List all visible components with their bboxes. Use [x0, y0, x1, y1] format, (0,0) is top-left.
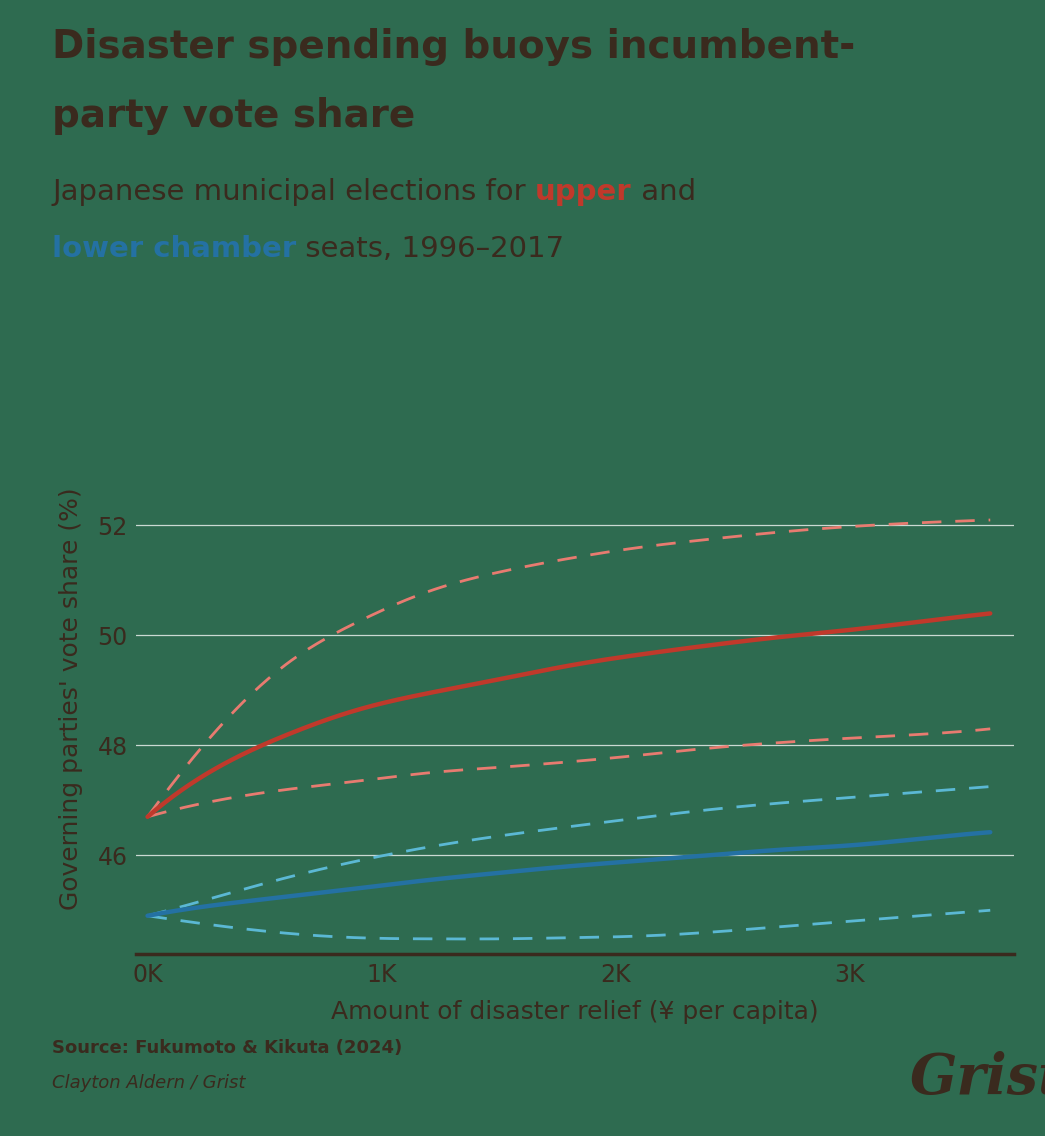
- X-axis label: Amount of disaster relief (¥ per capita): Amount of disaster relief (¥ per capita): [331, 1001, 818, 1025]
- Text: seats, 1996–2017: seats, 1996–2017: [297, 235, 564, 264]
- Text: Grist: Grist: [909, 1051, 1045, 1105]
- Text: party vote share: party vote share: [52, 97, 416, 134]
- Text: and: and: [632, 178, 696, 207]
- Y-axis label: Governing parties' vote share (%): Governing parties' vote share (%): [60, 487, 84, 910]
- Text: Clayton Aldern / Grist: Clayton Aldern / Grist: [52, 1074, 246, 1092]
- Text: upper: upper: [535, 178, 632, 207]
- Text: Japanese municipal elections for: Japanese municipal elections for: [52, 178, 535, 207]
- Text: Disaster spending buoys incumbent-: Disaster spending buoys incumbent-: [52, 28, 856, 66]
- Text: Source: Fukumoto & Kikuta (2024): Source: Fukumoto & Kikuta (2024): [52, 1039, 402, 1058]
- Text: lower chamber: lower chamber: [52, 235, 297, 264]
